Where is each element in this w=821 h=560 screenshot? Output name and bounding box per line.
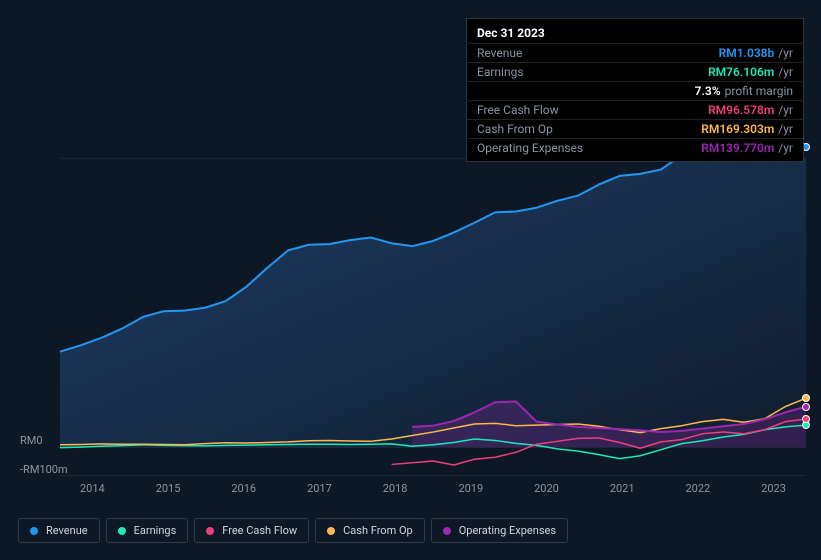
tooltip-row-value: 7.3%	[695, 84, 721, 98]
tooltip-row-unit: /yr	[778, 122, 793, 136]
tooltip-row-unit: /yr	[778, 141, 793, 155]
legend-dot	[30, 527, 38, 535]
series-marker	[802, 403, 810, 411]
tooltip-row-label: Earnings	[477, 65, 684, 79]
svg-text:-RM100m: -RM100m	[20, 463, 68, 476]
tooltip-row-label: Operating Expenses	[477, 141, 677, 155]
tooltip-row: Earnings RM76.106m/yr	[467, 62, 803, 81]
tooltip-row-label: Free Cash Flow	[477, 103, 684, 117]
tooltip-row: Free Cash Flow RM96.578m/yr	[467, 100, 803, 119]
legend-dot	[118, 527, 126, 535]
legend-item-fcf[interactable]: Free Cash Flow	[194, 518, 309, 543]
tooltip-row: Revenue RM1.038b/yr	[467, 43, 803, 62]
tooltip-row-label: Cash From Op	[477, 122, 677, 136]
x-tick-label: 2023	[761, 482, 786, 495]
legend-label: Earnings	[134, 524, 177, 537]
legend-label: Operating Expenses	[459, 524, 556, 537]
tooltip-row-unit: /yr	[778, 103, 793, 117]
tooltip-row-value: RM139.770m	[701, 141, 774, 155]
x-tick-label: 2014	[80, 482, 105, 495]
x-tick-label: 2016	[231, 482, 256, 495]
tooltip-row-unit: /yr	[778, 46, 793, 60]
x-tick-label: 2018	[383, 482, 408, 495]
series-marker	[802, 394, 810, 402]
tooltip-row-label	[477, 84, 671, 98]
legend-label: Free Cash Flow	[222, 524, 297, 537]
chart-area[interactable]: RM1bRM0-RM100m 2014201520162017201820192…	[18, 158, 806, 476]
legend-dot	[206, 527, 214, 535]
x-axis: 2014 2015 2016 2017 2018 2019 2020 2021 2022 2023	[60, 482, 806, 495]
tooltip-row-unit: /yr	[778, 65, 793, 79]
line-chart-svg: RM1bRM0-RM100m	[18, 158, 806, 476]
series-marker	[802, 415, 810, 423]
legend: Revenue Earnings Free Cash Flow Cash From O…	[18, 518, 568, 543]
legend-item-earnings[interactable]: Earnings	[106, 518, 189, 543]
x-tick-label: 2020	[534, 482, 559, 495]
x-tick-label: 2019	[458, 482, 483, 495]
legend-item-revenue[interactable]: Revenue	[18, 518, 100, 543]
x-tick-label: 2021	[610, 482, 635, 495]
tooltip-row-value: RM76.106m	[708, 65, 774, 79]
legend-dot	[327, 527, 335, 535]
tooltip-row: Cash From Op RM169.303m/yr	[467, 119, 803, 138]
tooltip-row-value: RM96.578m	[708, 103, 774, 117]
tooltip-row-value: RM169.303m	[701, 122, 774, 136]
svg-text:RM0: RM0	[20, 434, 43, 447]
x-tick-label: 2015	[156, 482, 181, 495]
legend-label: Cash From Op	[343, 524, 413, 537]
x-tick-label: 2022	[686, 482, 711, 495]
tooltip-row: Operating Expenses RM139.770m/yr	[467, 138, 803, 157]
tooltip-row: 7.3% profit margin	[467, 81, 803, 100]
legend-dot	[443, 527, 451, 535]
tooltip-row-value: RM1.038b	[719, 46, 775, 60]
tooltip-date: Dec 31 2023	[467, 23, 803, 43]
x-tick-label: 2017	[307, 482, 332, 495]
tooltip: Dec 31 2023 Revenue RM1.038b/yr Earnings RM…	[466, 18, 804, 162]
tooltip-row-unit: profit margin	[725, 84, 793, 98]
legend-item-cfo[interactable]: Cash From Op	[315, 518, 425, 543]
legend-item-opex[interactable]: Operating Expenses	[431, 518, 568, 543]
legend-label: Revenue	[46, 524, 88, 537]
tooltip-row-label: Revenue	[477, 46, 695, 60]
